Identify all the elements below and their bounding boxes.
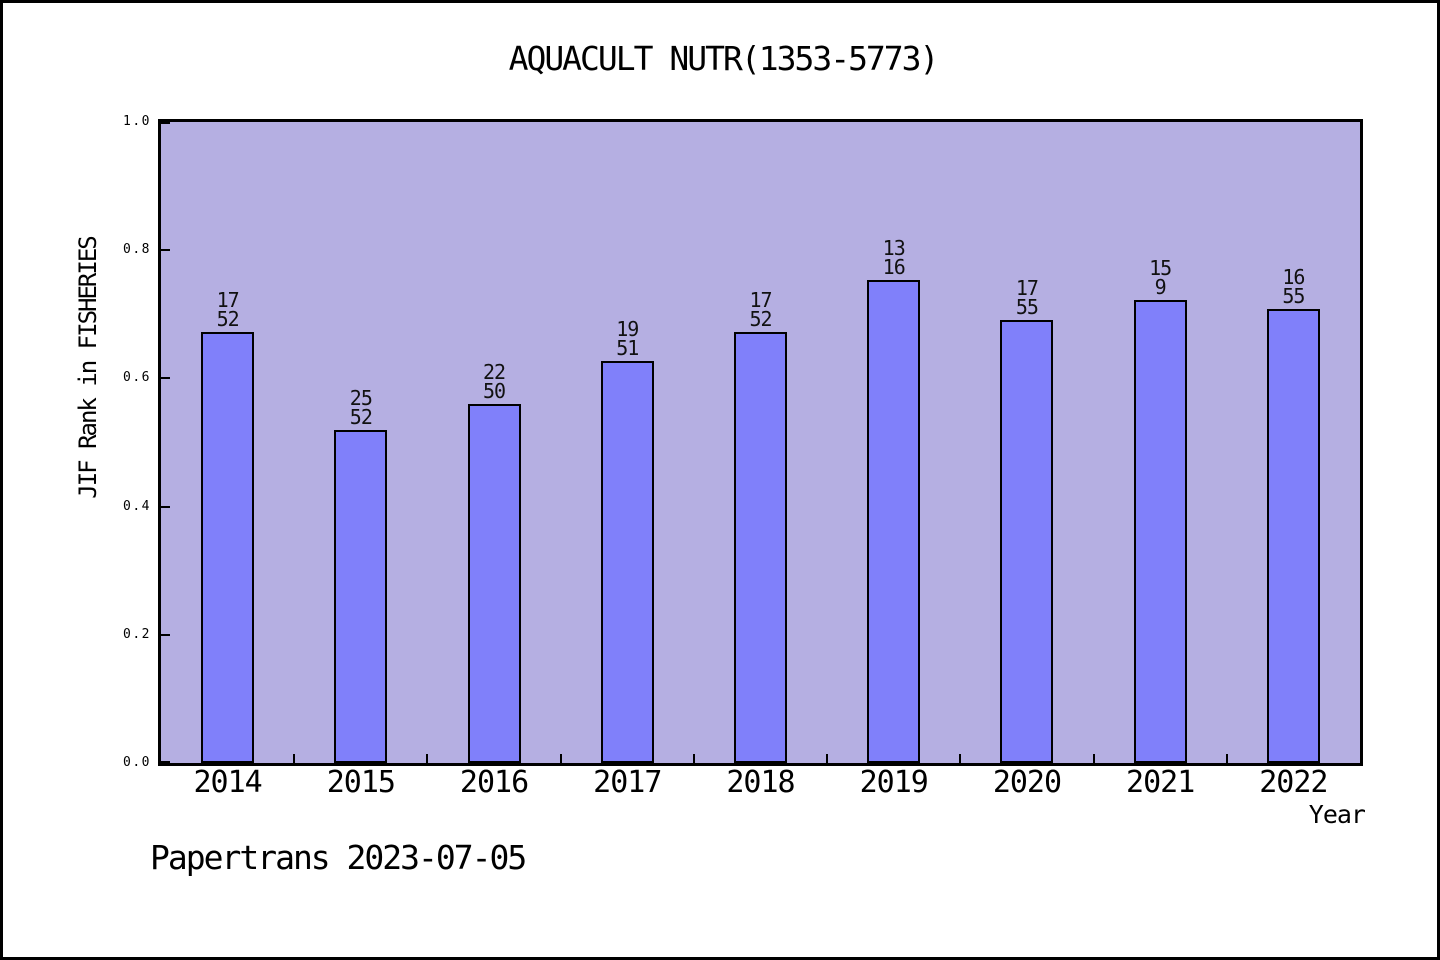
y-tick-label-0.8: 0.8 <box>123 242 151 258</box>
x-tick-label-2019: 2019 <box>859 765 929 800</box>
bar-value-line: 52 <box>349 405 373 430</box>
y-tick-label-1.0: 1.0 <box>123 114 151 129</box>
bar-value-label-2019: 13 16 <box>849 235 939 279</box>
x-tick-label-2016: 2016 <box>459 765 529 800</box>
x-tick-label-2020: 2020 <box>992 765 1062 800</box>
y-tick-0.6 <box>161 377 170 380</box>
bar-value-label-2021: 15 9 <box>1115 256 1205 300</box>
bar-value-label-2020: 17 55 <box>982 276 1072 320</box>
x-minor-tick <box>559 754 562 763</box>
bar-value-label-2016: 22 50 <box>449 360 539 404</box>
bar-value-label-2015: 25 52 <box>316 386 406 430</box>
bar-2014 <box>201 331 255 763</box>
x-tick-label-2021: 2021 <box>1126 765 1195 800</box>
x-minor-tick <box>959 754 962 763</box>
chart-title: AQUACULT NUTR(1353-5773) <box>508 39 940 78</box>
y-axis-label: JIF Rank in FISHERIES <box>74 237 102 499</box>
y-tick-label-0.2: 0.2 <box>123 626 151 642</box>
x-minor-tick <box>1225 754 1228 763</box>
bar-value-line: 13 <box>882 235 906 260</box>
x-minor-tick <box>692 754 695 763</box>
y-tick-0.2 <box>161 633 170 636</box>
bar-value-line: 25 <box>349 386 373 411</box>
bar-value-line: 50 <box>483 379 506 404</box>
bar-value-line: 17 <box>1015 276 1039 301</box>
bar-value-line: 22 <box>483 360 506 385</box>
bar-2016 <box>467 404 521 763</box>
y-tick-0.4 <box>161 505 170 508</box>
bar-value-line: 9 <box>1154 275 1167 300</box>
bar-value-line: 17 <box>216 287 240 312</box>
bar-value-line: 16 <box>1282 264 1305 289</box>
bar-2015 <box>334 430 388 763</box>
x-tick-label-2017: 2017 <box>593 765 662 800</box>
bar-value-line: 16 <box>882 254 906 279</box>
x-tick-label-2014: 2014 <box>193 765 262 800</box>
bar-value-line: 55 <box>1282 283 1305 308</box>
bar-value-label-2017: 19 51 <box>582 317 672 361</box>
x-minor-tick <box>826 754 829 763</box>
x-tick-label-2015: 2015 <box>326 765 396 800</box>
x-tick-label-2018: 2018 <box>726 765 795 800</box>
y-tick-label-0.0: 0.0 <box>123 755 151 770</box>
bar-2022 <box>1266 308 1320 763</box>
x-minor-tick <box>293 754 296 763</box>
bar-value-label-2022: 16 55 <box>1248 264 1338 308</box>
y-tick-label-0.4: 0.4 <box>123 498 151 514</box>
bar-value-label-2018: 17 52 <box>716 287 806 331</box>
x-tick-label-2022: 2022 <box>1259 765 1328 800</box>
bar-2018 <box>734 331 787 763</box>
x-minor-tick <box>426 754 429 763</box>
y-tick-1.0 <box>161 122 170 124</box>
bar-value-line: 51 <box>616 336 639 361</box>
y-tick-0.0 <box>161 761 170 763</box>
x-minor-tick <box>1092 754 1095 763</box>
bar-2021 <box>1133 300 1187 763</box>
y-tick-0.8 <box>161 249 170 252</box>
bar-2017 <box>600 361 654 763</box>
y-tick-label-0.6: 0.6 <box>123 370 151 386</box>
footer-annotation: Papertrans 2023-07-05 <box>150 838 527 877</box>
bar-value-line: 55 <box>1015 295 1039 320</box>
bar-value-line: 52 <box>749 306 772 331</box>
plot-area: 17 52 25 52 22 50 19 51 17 52 13 16 17 55 15 9 16 55 <box>158 119 1363 766</box>
bar-value-line: 19 <box>616 317 639 342</box>
bar-2019 <box>867 279 921 763</box>
x-axis-label: Year <box>1308 800 1366 829</box>
bar-value-line: 15 <box>1149 256 1172 281</box>
bar-2020 <box>1000 320 1054 763</box>
bar-value-line: 17 <box>749 287 772 312</box>
bar-value-line: 52 <box>216 306 240 331</box>
bar-value-label-2014: 17 52 <box>183 287 273 331</box>
